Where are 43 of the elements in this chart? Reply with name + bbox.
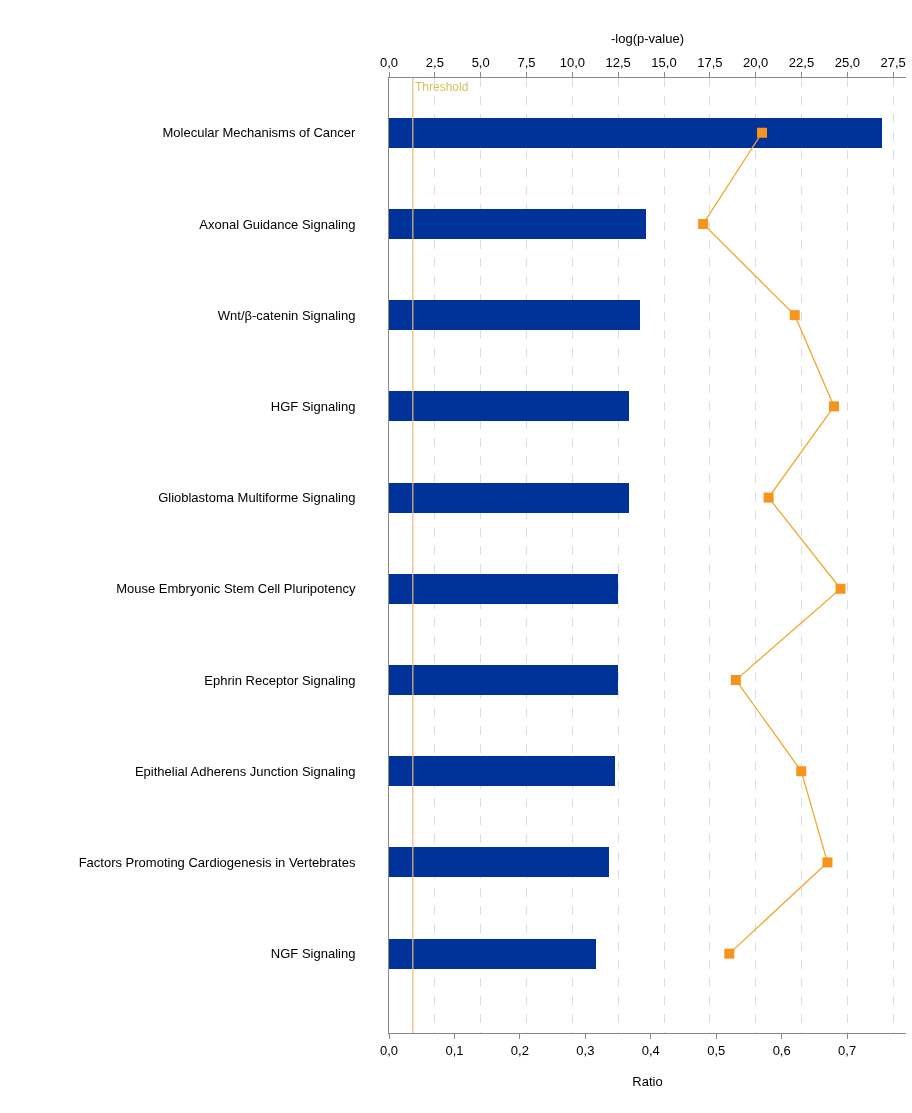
- x2-tick-label: 25,0: [834, 54, 860, 70]
- x2-tick-label: 20,0: [743, 54, 769, 70]
- point: [730, 675, 741, 686]
- x-tick-label: 0,5: [707, 1042, 726, 1058]
- y-tick-label: Wnt/β-catenin Signaling: [217, 307, 356, 323]
- x2-tick-label: 7,5: [517, 54, 536, 70]
- x2-axis-title: -log(p-value): [611, 30, 684, 46]
- point: [789, 310, 800, 321]
- x-tick-label: 0,3: [576, 1042, 595, 1058]
- y-tick-label: Epithelial Adherens Junction Signaling: [134, 763, 356, 779]
- x-tick-label: 0,4: [641, 1042, 660, 1058]
- y-tick-label: HGF Signaling: [270, 398, 356, 414]
- x2-tick-label: 0,0: [379, 54, 399, 70]
- point: [829, 401, 840, 412]
- ref-line-label: Threshold: [415, 80, 469, 94]
- x2-tick-label: 2,5: [425, 54, 444, 70]
- x2-tick-label: 27,5: [880, 54, 906, 70]
- point: [724, 948, 735, 959]
- y-tick-label: NGF Signaling: [270, 946, 356, 962]
- y-tick-label: Mouse Embryonic Stem Cell Pluripotency: [116, 581, 356, 597]
- x-tick-label: 0,1: [445, 1042, 464, 1058]
- x2-tick-label: 12,5: [605, 54, 631, 70]
- y-tick-label: Factors Promoting Cardiogenesis in Vertebrates: [78, 854, 356, 870]
- x-tick-label: 0,6: [772, 1042, 791, 1058]
- point: [698, 218, 709, 229]
- x-tick-label: 0,0: [379, 1042, 399, 1058]
- x-tick-label: 0,2: [510, 1042, 529, 1058]
- y-tick-label: Ephrin Receptor Signaling: [204, 672, 356, 688]
- x2-tick-label: 15,0: [651, 54, 677, 70]
- point: [822, 857, 833, 868]
- y-tick-label: Glioblastoma Multiforme Signaling: [158, 490, 356, 506]
- x-tick-label: 0,7: [838, 1042, 857, 1058]
- point: [763, 492, 774, 503]
- point: [757, 127, 768, 138]
- y-tick-label: Molecular Mechanisms of Cancer: [162, 125, 357, 141]
- x-axis-title: Ratio: [632, 1074, 663, 1090]
- x2-tick-label: 22,5: [788, 54, 815, 70]
- point: [835, 583, 846, 594]
- x2-tick-label: 17,5: [697, 54, 723, 70]
- x2-tick-label: 10,0: [559, 54, 585, 70]
- point: [796, 766, 807, 777]
- x2-tick-label: 5,0: [471, 54, 490, 70]
- y-tick-label: Axonal Guidance Signaling: [199, 216, 356, 232]
